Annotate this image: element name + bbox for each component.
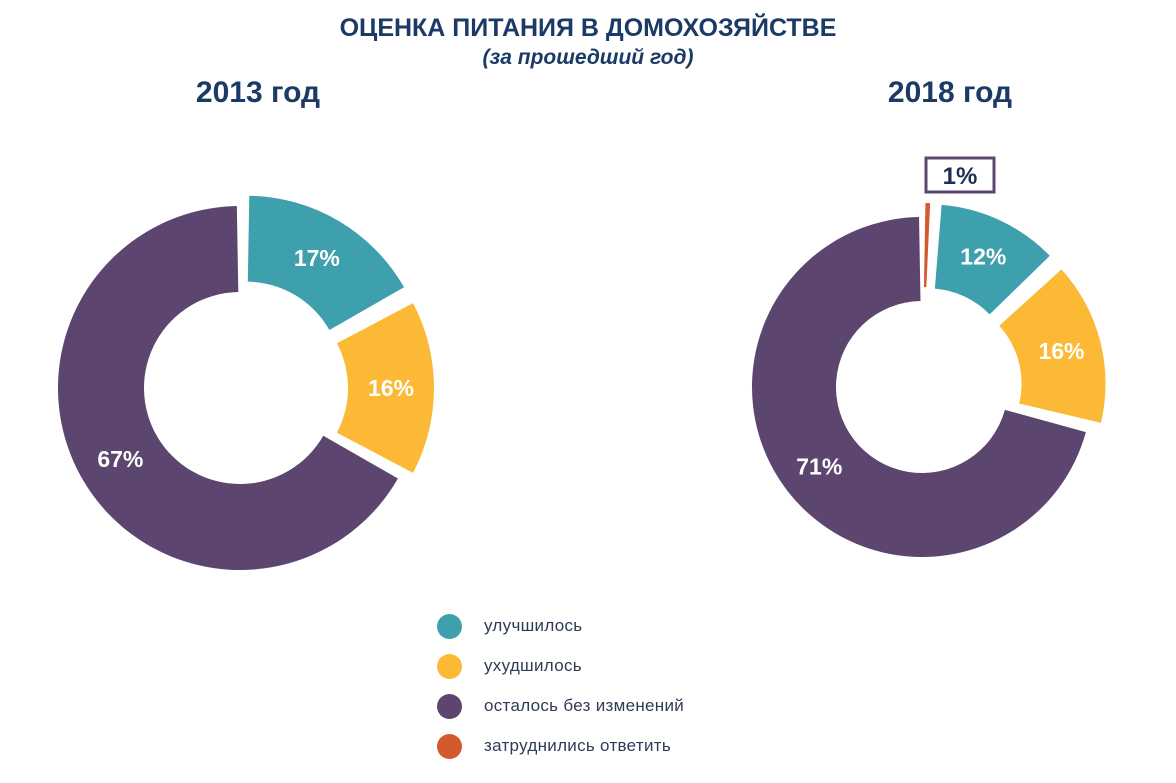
year-title-2013: 2013 год bbox=[195, 76, 321, 109]
donut-2013: 17% 16% 67% bbox=[57, 195, 434, 570]
legend-item-unchanged: осталось без изменений bbox=[437, 686, 777, 726]
slice-label-improved: 12% bbox=[960, 244, 1006, 270]
legend-label-hard-to-say: затруднились ответить bbox=[484, 736, 671, 755]
legend: улучшилось ухудшилось осталось без измен… bbox=[437, 606, 777, 766]
slice-label-unchanged: 71% bbox=[796, 454, 842, 480]
legend-swatch-improved bbox=[437, 613, 462, 639]
year-title-2018: 2018 год bbox=[887, 76, 1013, 109]
legend-swatch-worsened bbox=[437, 653, 462, 679]
slice-worsened bbox=[999, 269, 1106, 423]
slice-hard-to-say bbox=[923, 203, 931, 288]
slice-label-unchanged: 67% bbox=[97, 446, 143, 472]
slice-unchanged bbox=[752, 217, 1086, 557]
slice-unchanged bbox=[57, 206, 398, 570]
callout-box-hard-to-say bbox=[924, 156, 996, 194]
slice-improved bbox=[934, 204, 1050, 315]
slice-label-improved: 17% bbox=[294, 245, 340, 271]
legend-label-worsened: ухудшилось bbox=[484, 656, 582, 675]
slice-label-worsened: 16% bbox=[1038, 338, 1084, 364]
legend-item-improved: улучшилось bbox=[437, 606, 777, 646]
donut-charts: 17% 16% 67% 1% 12% 16% 71% bbox=[57, 156, 1106, 570]
slice-worsened bbox=[336, 303, 434, 473]
slice-label-worsened: 16% bbox=[368, 375, 414, 401]
legend-swatch-hard-to-say bbox=[437, 733, 462, 759]
chart-subtitle: (за прошедший год) bbox=[482, 46, 694, 69]
legend-label-unchanged: осталось без изменений bbox=[484, 696, 685, 715]
slice-improved bbox=[247, 195, 405, 330]
legend-label-improved: улучшилось bbox=[484, 616, 583, 635]
legend-item-hard-to-say: затруднились ответить bbox=[437, 726, 777, 766]
chart-title: ОЦЕНКА ПИТАНИЯ В ДОМОХОЗЯЙСТВЕ bbox=[339, 14, 837, 42]
donut-2018: 1% 12% 16% 71% bbox=[752, 156, 1106, 557]
legend-item-worsened: ухудшилось bbox=[437, 646, 777, 686]
slice-label-hard-to-say: 1% bbox=[943, 163, 978, 190]
legend-swatch-unchanged bbox=[437, 693, 462, 719]
